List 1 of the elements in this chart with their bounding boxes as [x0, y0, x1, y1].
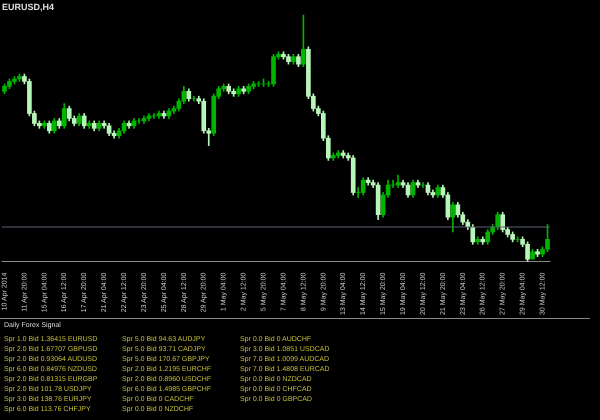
chart-title: EURUSD,H4	[2, 2, 54, 12]
